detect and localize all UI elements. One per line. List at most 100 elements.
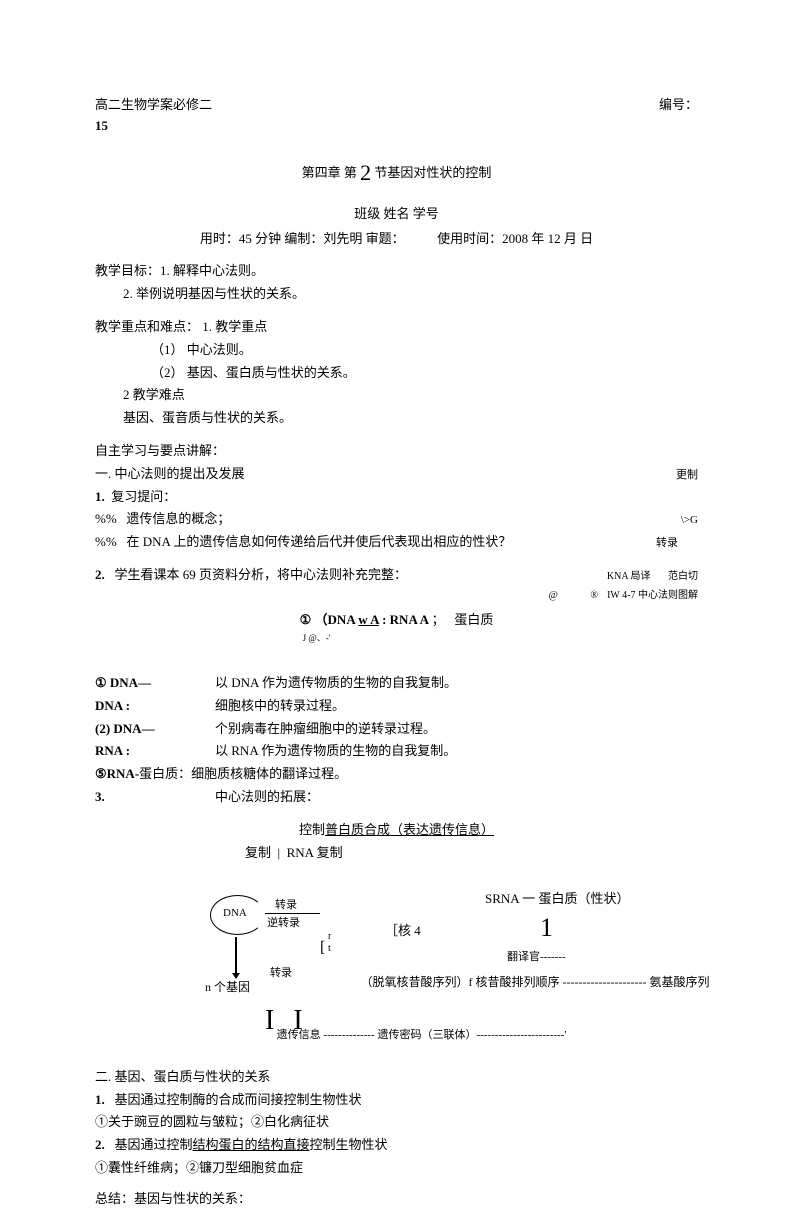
q1a-text: 遗传信息的概念； <box>126 511 230 526</box>
selfstudy-heading: 自主学习与要点讲解： <box>95 441 698 462</box>
teaching-goals: 教学目标：1. 解释中心法则。 2. 举例说明基因与性状的关系。 <box>95 261 698 305</box>
list-row-3: (2) DNA— 个别病毒在肿瘤细胞中的逆转录过程。 <box>95 719 698 740</box>
q2-page: 69 <box>183 567 196 582</box>
meta-use-suffix: 年 <box>528 231 548 246</box>
q1b-row: %% 在 DNA 上的遗传信息如何传递给后代并使后代表现出相应的性状？ 转录 <box>95 532 698 553</box>
diagram-rna-copy2: 复制 <box>317 845 343 860</box>
sec2-p2-pre: 基因通过控制 <box>115 1137 193 1152</box>
sec2-p1-text: 基因通过控制酶的合成而间接控制生物性状 <box>115 1092 362 1107</box>
list-r4-rna: RNA <box>231 743 258 758</box>
q2-left: 2. 学生看课本 69 页资料分析，将中心法则补充完整： <box>95 565 407 586</box>
q2-side-row2: @ ® IW 4-7 中心法则图解 <box>95 588 698 604</box>
diagram-copy-row: 复制 | RNA 复制 <box>245 843 698 864</box>
diagram-bottom: 遗传信息 -------------- 遗传密码（三联体）-----------… <box>145 1027 698 1045</box>
sec2-p2-under: 结构蛋白的结构直接 <box>193 1137 310 1152</box>
q2-post: 页资料分析，将中心法则补充完整： <box>196 567 407 582</box>
list-r6: 中心法则的拓展： <box>215 787 698 808</box>
q2-row: 2. 学生看课本 69 页资料分析，将中心法则补充完整： KNA 局译 范白切 <box>95 565 698 586</box>
section-1-heading: 一. 中心法则的提出及发展 <box>95 464 245 485</box>
formula-circ: ① <box>300 612 312 627</box>
keypoint-1: （1） 中心法则。 <box>151 340 698 361</box>
diagram-top-under: 普白质合成（表达遗传信息） <box>325 822 494 837</box>
section-1-heading-row: 一. 中心法则的提出及发展 更制 <box>95 464 698 485</box>
process-list: ① DNA— 以 DNA 作为遗传物质的生物的自我复制。 DNA : 细胞核中的… <box>95 673 698 808</box>
formula-sub: J @、-' <box>0 631 698 645</box>
list-r5-r: 细胞质核糖体的翻译过程。 <box>191 766 347 781</box>
q2-side2b: ® <box>590 590 598 601</box>
q1-text: 复习提问： <box>111 489 176 504</box>
fanyi-label: 翻译官------- <box>507 949 566 967</box>
list-r4-l: RNA : <box>95 741 215 762</box>
q2-side2a: @ <box>549 590 558 601</box>
q1b-pre: 在 <box>126 534 142 549</box>
formula-rna: : RNA A <box>379 612 432 627</box>
doc-header: 高二生物学案必修二 编号： <box>95 95 698 116</box>
srna-label: SRNA <box>485 891 519 906</box>
sec2-p1a: ①关于豌豆的圆粒与皱粒；②白化病征状 <box>95 1112 698 1133</box>
q2-side1b: 局译 <box>631 571 651 582</box>
list-row-5: ⑤RNA-蛋白质：细胞质核糖体的翻译过程。 <box>95 764 698 785</box>
sec2-p2a: ①囊性纤维病；②镰刀型细胞贫血症 <box>95 1158 698 1179</box>
reverse-transcription-label: 逆转录 <box>267 915 300 933</box>
q2-side2: @ ® <box>549 588 598 604</box>
q2-side1c: 范白切 <box>668 571 698 582</box>
title-prefix: 第四章 第 <box>302 165 357 180</box>
n-gene-label: n 个基因 <box>205 978 250 997</box>
q2-num: 2. <box>95 567 105 582</box>
q1a-row: %% 遗传信息的概念； \>G <box>95 509 698 530</box>
list-r1-post: 作为遗传物质的生物的自我复制。 <box>259 675 457 690</box>
q1-row: 1. 复习提问： <box>95 487 698 508</box>
list-r3-l: (2) DNA— <box>95 719 215 740</box>
formula-dna: DNA <box>328 612 359 627</box>
list-r1-l: ① DNA— <box>95 673 215 694</box>
list-row-6: 3. 中心法则的拓展： <box>95 787 698 808</box>
goals-item2: 2. 举例说明基因与性状的关系。 <box>123 284 698 305</box>
list-r1-pre: 以 <box>215 675 231 690</box>
diagram-top-pre: 控制 <box>299 822 325 837</box>
q1a-left: %% 遗传信息的概念； <box>95 509 230 530</box>
section-1-side: 更制 <box>676 467 698 485</box>
list-r2-r: 细胞核中的转录过程。 <box>215 696 698 717</box>
formula-open: （ <box>315 612 328 627</box>
central-dogma-diagram: DNA 转录 逆转录 转录 n 个基因 [ rt SRNA 一 蛋白质（性状） … <box>95 871 698 1021</box>
keypoints: 教学重点和难点： 1. 教学重点 （1） 中心法则。 （2） 基因、蛋白质与性状… <box>95 317 698 429</box>
dna-cycle-graphic: DNA 转录 逆转录 转录 n 个基因 [ rt <box>210 883 350 993</box>
q1b-left: %% 在 DNA 上的遗传信息如何传递给后代并使后代表现出相应的性状？ <box>95 532 511 553</box>
srna-dash: 一 <box>519 891 539 906</box>
section-2-heading: 二. 基因、蛋白质与性状的关系 <box>95 1067 698 1088</box>
header-left: 高二生物学案必修二 <box>95 95 212 116</box>
sec2-summary: 总结：基因与性状的关系： <box>95 1189 698 1210</box>
meta-use-val: 2008 <box>502 231 528 246</box>
list-r5-m: 蛋白质： <box>139 766 191 781</box>
section-2: 二. 基因、蛋白质与性状的关系 1. 基因通过控制酶的合成而间接控制生物性状 ①… <box>95 1067 698 1210</box>
list-row-1: ① DNA— 以 DNA 作为遗传物质的生物的自我复制。 <box>95 673 698 694</box>
q2-side3: IW 4-7 中心法则图解 <box>607 588 698 604</box>
q2-side1: KNA 局译 范白切 <box>607 569 698 585</box>
dna-label: DNA <box>223 905 247 923</box>
rt-label: rt <box>328 931 331 955</box>
list-r6-num: 3. <box>95 787 215 808</box>
sec2-p2-post: 控制生物性状 <box>310 1137 388 1152</box>
diagram-top-label: 控制普白质合成（表达遗传信息） <box>95 820 698 841</box>
srna-row: SRNA 一 蛋白质（性状） <box>485 889 630 910</box>
list-r1-r: 以 DNA 作为遗传物质的生物的自我复制。 <box>215 673 698 694</box>
meta-month-suffix: 月 日 <box>561 231 594 246</box>
q2-side1a: KNA <box>607 571 628 582</box>
q1b-side: 转录 <box>656 535 678 553</box>
list-r4-r: 以 RNA 作为遗传物质的生物的自我复制。 <box>215 741 698 762</box>
q2-side3b: 中心法则图解 <box>638 590 698 601</box>
keypoints-heading: 教学重点和难点： 1. 教学重点 <box>95 317 698 338</box>
list-r3-r: 个别病毒在肿瘤细胞中的逆转录过程。 <box>215 719 698 740</box>
doc-title: 第四章 第 2 节基因对性状的控制 <box>95 155 698 190</box>
keypoint-2: （2） 基因、蛋白质与性状的关系。 <box>151 363 698 384</box>
list-r4-post: 作为遗传物质的生物的自我复制。 <box>258 743 456 758</box>
difficulty-1: 基因、蛋音质与性状的关系。 <box>123 408 698 429</box>
list-r1-dna: DNA <box>231 675 258 690</box>
meta-time-unit: 分钟 编制：刘先明 审题： <box>252 231 405 246</box>
sec2-p1-num: 1. <box>95 1092 105 1107</box>
header-right: 编号： <box>659 95 698 116</box>
q2-pre: 学生看课本 <box>115 567 183 582</box>
list-row-4: RNA : 以 RNA 作为遗传物质的生物的自我复制。 <box>95 741 698 762</box>
list-r5-l: ⑤RNA- <box>95 766 139 781</box>
meta-time-label: 用时： <box>200 231 239 246</box>
